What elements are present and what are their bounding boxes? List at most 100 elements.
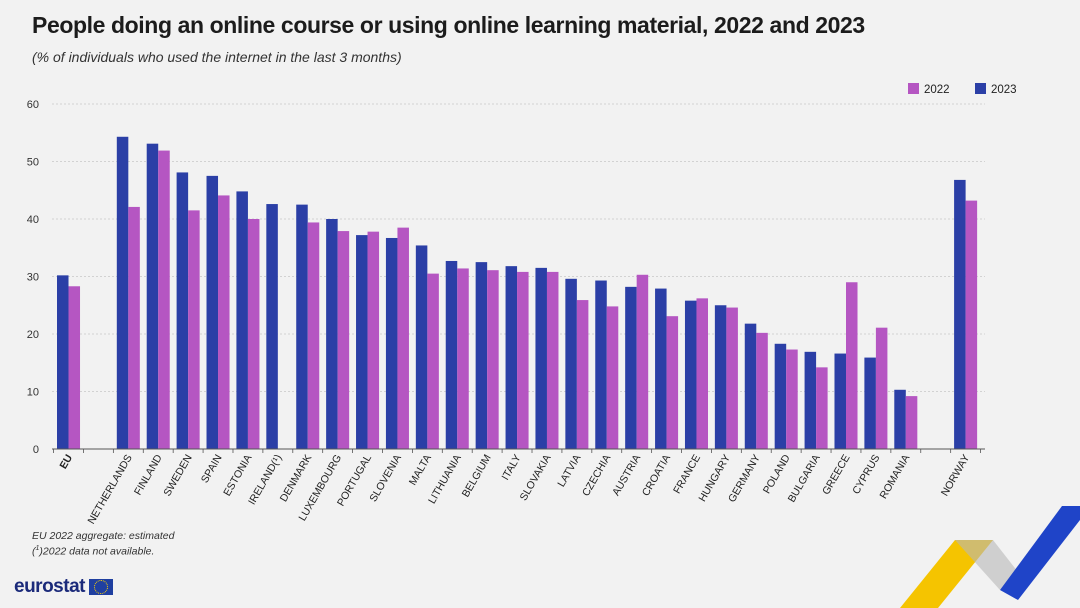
y-tick-label: 50 bbox=[27, 157, 39, 169]
bar-2022 bbox=[816, 367, 828, 449]
bar-2023 bbox=[834, 353, 846, 449]
x-tick-label: POLAND bbox=[761, 452, 793, 496]
legend-swatch bbox=[975, 83, 986, 94]
bar-2023 bbox=[864, 357, 876, 449]
bar-2022 bbox=[756, 332, 768, 449]
x-tick-label: NORWAY bbox=[939, 453, 972, 499]
x-tick-label: MALTA bbox=[407, 453, 434, 488]
bar-2022 bbox=[517, 271, 529, 449]
decorative-chevron bbox=[900, 506, 1080, 608]
bar-2023 bbox=[595, 280, 607, 449]
bar-2023 bbox=[206, 175, 219, 449]
eu-flag-icon bbox=[88, 579, 113, 595]
bar-2023 bbox=[356, 235, 368, 449]
bar-2022 bbox=[965, 200, 978, 449]
bar-2022 bbox=[845, 282, 858, 449]
y-tick-label: 10 bbox=[27, 387, 39, 399]
x-tick-label: ITALY bbox=[499, 453, 523, 483]
y-tick-label: 20 bbox=[27, 329, 39, 341]
gridlines bbox=[52, 103, 985, 392]
legend-swatch bbox=[908, 83, 919, 94]
bar-2022 bbox=[875, 327, 888, 449]
bar-2023 bbox=[804, 351, 817, 449]
eurostat-logo: eurostat bbox=[14, 576, 113, 598]
bar-2022 bbox=[367, 231, 380, 449]
bar-2022 bbox=[666, 316, 679, 449]
bar-2023 bbox=[475, 262, 488, 449]
x-tick-label: CROATIA bbox=[640, 453, 673, 499]
x-tick-label: SLOVAKIA bbox=[518, 453, 554, 503]
footnote-text: 2022 data not available. bbox=[42, 545, 155, 558]
bar-2022 bbox=[546, 271, 559, 449]
bar-2023 bbox=[684, 300, 697, 449]
x-tick-label: CZECHIA bbox=[580, 453, 613, 499]
x-tick-label: GREECE bbox=[820, 453, 853, 497]
bar-2023 bbox=[57, 275, 69, 449]
bar-2023 bbox=[954, 179, 966, 449]
legend-label: 2023 bbox=[991, 84, 1017, 96]
y-axis: 0 10 20 30 40 50 60 bbox=[27, 99, 39, 456]
x-tick-label: SPAIN bbox=[199, 453, 225, 486]
x-tick-label: EU bbox=[57, 453, 75, 472]
x-tick-label: SWEDEN bbox=[161, 453, 194, 499]
bar-2023 bbox=[116, 136, 129, 449]
chart-subtitle: (% of individuals who used the internet … bbox=[32, 49, 402, 65]
x-tick-label: AUSTRIA bbox=[610, 453, 643, 498]
bar-2022 bbox=[576, 300, 589, 449]
bar-2022 bbox=[128, 206, 140, 449]
bar-2022 bbox=[726, 307, 738, 449]
legend-label: 2022 bbox=[924, 84, 950, 96]
x-tick-label: CYPRUS bbox=[850, 453, 882, 497]
bar-2023 bbox=[146, 143, 159, 450]
bar-2022 bbox=[606, 306, 619, 449]
x-tick-label: FRANCE bbox=[671, 453, 703, 496]
bar-2022 bbox=[337, 231, 350, 449]
bar-2023 bbox=[894, 389, 906, 449]
bar-2023 bbox=[625, 286, 637, 449]
x-tick-label: BELGIUM bbox=[460, 453, 494, 500]
deco-yellow-stripe bbox=[900, 540, 993, 608]
bar-2022 bbox=[247, 219, 260, 449]
bar-2022 bbox=[427, 273, 439, 449]
deco-blue-stripe bbox=[1000, 506, 1080, 600]
x-axis-baseline bbox=[52, 448, 985, 453]
bar-2022 bbox=[457, 268, 469, 449]
bar-2023 bbox=[565, 278, 577, 449]
chart-title: People doing an online course or using o… bbox=[32, 12, 865, 38]
x-tick-label: LATVIA bbox=[555, 453, 583, 490]
bar-2023 bbox=[655, 288, 667, 449]
bar-2023 bbox=[176, 172, 189, 450]
bar-2023 bbox=[774, 343, 787, 449]
bar-2022 bbox=[397, 227, 409, 449]
legend: 2022 2023 bbox=[908, 83, 1017, 96]
bar-2023 bbox=[445, 260, 458, 449]
bar-2022 bbox=[786, 349, 798, 449]
bar-2022 bbox=[188, 210, 200, 449]
bar-2022 bbox=[487, 270, 499, 449]
bar-2023 bbox=[415, 245, 428, 449]
bar-2023 bbox=[326, 219, 338, 449]
bars bbox=[57, 136, 978, 450]
bar-2022 bbox=[68, 286, 81, 449]
bar-2023 bbox=[744, 323, 757, 449]
y-tick-label: 0 bbox=[33, 444, 39, 456]
bar-2023 bbox=[296, 204, 308, 449]
bar-2023 bbox=[236, 191, 248, 449]
bar-2022 bbox=[307, 222, 320, 449]
x-tick-label: FINLAND bbox=[132, 452, 165, 497]
bar-2022 bbox=[905, 396, 918, 449]
bar-2022 bbox=[696, 298, 708, 449]
bar-2023 bbox=[505, 266, 518, 449]
x-tick-label: NETHERLANDS bbox=[85, 453, 134, 527]
footnote-marker: 1 bbox=[35, 545, 40, 552]
y-tick-label: 60 bbox=[27, 99, 39, 111]
bar-2023 bbox=[385, 237, 398, 449]
deco-gray-stripe bbox=[955, 540, 1018, 590]
bar-2022 bbox=[218, 195, 230, 449]
y-tick-label: 40 bbox=[27, 214, 39, 226]
footnote-ireland: (1)2022 data not available. bbox=[32, 545, 155, 558]
footnote-eu-estimate: EU 2022 aggregate: estimated bbox=[32, 530, 175, 542]
